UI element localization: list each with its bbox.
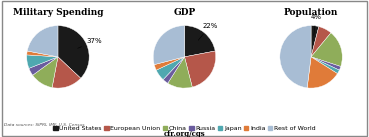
Wedge shape xyxy=(154,57,184,70)
Wedge shape xyxy=(58,26,89,78)
Wedge shape xyxy=(307,57,337,88)
Text: Data sources: SIPRI, IMF, U.S. Census: Data sources: SIPRI, IMF, U.S. Census xyxy=(4,123,84,127)
Wedge shape xyxy=(311,57,341,70)
Wedge shape xyxy=(168,57,192,88)
Wedge shape xyxy=(311,57,339,74)
Wedge shape xyxy=(27,55,58,68)
Wedge shape xyxy=(156,57,184,80)
Legend: United States, European Union, China, Russia, Japan, India, Rest of World: United States, European Union, China, Ru… xyxy=(51,123,318,134)
Wedge shape xyxy=(280,26,311,88)
Wedge shape xyxy=(27,26,58,57)
Wedge shape xyxy=(153,26,184,65)
Wedge shape xyxy=(27,51,58,57)
Wedge shape xyxy=(311,27,331,57)
Wedge shape xyxy=(52,57,81,88)
Title: Military Spending: Military Spending xyxy=(13,8,103,17)
Wedge shape xyxy=(33,57,58,88)
Text: 4%: 4% xyxy=(311,14,321,35)
Wedge shape xyxy=(311,26,319,57)
Title: Population: Population xyxy=(284,8,338,17)
Wedge shape xyxy=(163,57,184,83)
Wedge shape xyxy=(184,51,216,87)
Title: GDP: GDP xyxy=(173,8,196,17)
Text: 37%: 37% xyxy=(78,38,103,48)
Wedge shape xyxy=(311,33,342,66)
Wedge shape xyxy=(184,26,215,57)
Wedge shape xyxy=(29,57,58,75)
Text: cfr.org/cgs: cfr.org/cgs xyxy=(164,130,205,137)
Text: 22%: 22% xyxy=(198,23,218,40)
